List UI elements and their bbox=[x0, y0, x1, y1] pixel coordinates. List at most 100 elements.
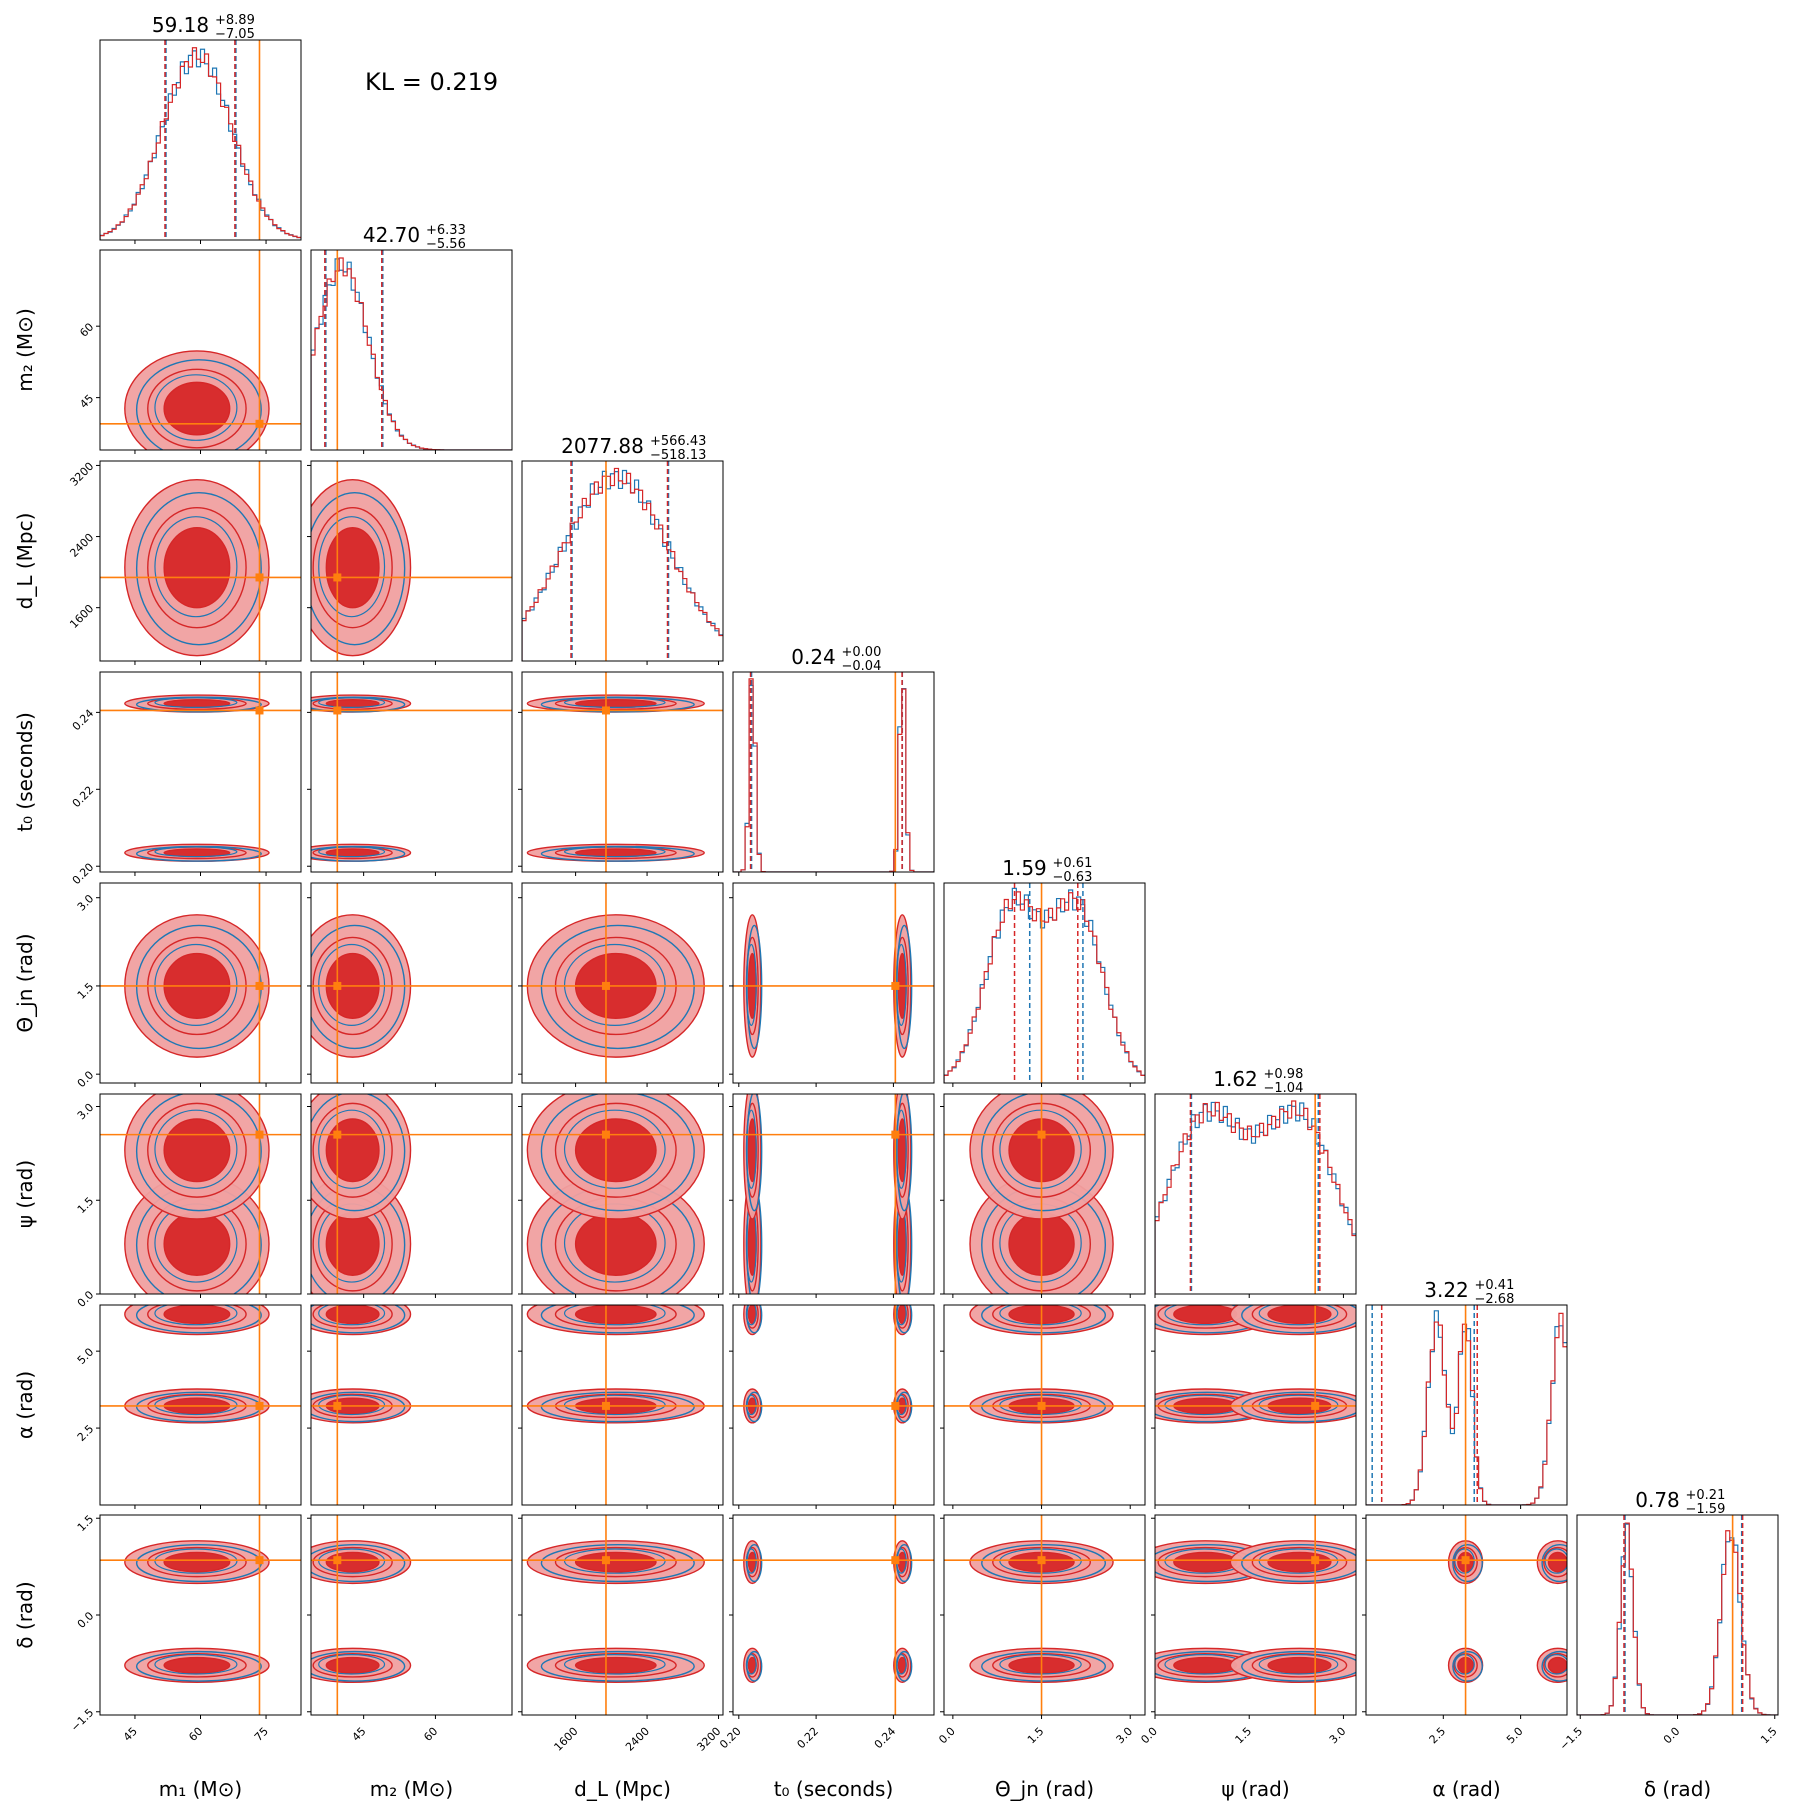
x-tick-label: 45 bbox=[350, 1725, 369, 1744]
truth-marker bbox=[333, 1556, 342, 1565]
contour-line-blue bbox=[563, 697, 666, 708]
panel-title: 42.70 bbox=[363, 223, 420, 247]
contour-fill-core bbox=[1267, 1305, 1332, 1325]
x-axis-label-alpha: α (rad) bbox=[1432, 1777, 1500, 1801]
contour-line-blue bbox=[318, 1654, 386, 1675]
panel-psi-vs-alpha bbox=[1151, 1304, 1357, 1509]
panel-frame bbox=[521, 882, 724, 1084]
title-minus-err: −518.13 bbox=[650, 448, 706, 463]
contour-line-blue bbox=[981, 1305, 1107, 1334]
contour-line-blue bbox=[154, 1548, 238, 1574]
contour-line-blue bbox=[1258, 1654, 1339, 1675]
truth-marker bbox=[333, 706, 342, 715]
panel-dL-vs-theta_jn bbox=[518, 882, 724, 1087]
title-plus-err: +0.61 bbox=[1053, 856, 1093, 871]
y-tick-label: 3.0 bbox=[75, 892, 97, 914]
contour-line-blue bbox=[745, 1394, 757, 1416]
contour-line-blue bbox=[311, 1650, 406, 1682]
contour-fill-core bbox=[574, 1305, 657, 1325]
y-tick-label: −1.5 bbox=[68, 1706, 96, 1734]
y-axis-label-dL: d_L (Mpc) bbox=[13, 513, 37, 610]
panel-t0-hist: 0.24 +0.00−0.04 bbox=[732, 645, 935, 876]
y-tick-label: 1.5 bbox=[75, 980, 97, 1002]
contour-line-blue bbox=[135, 491, 262, 646]
hist-line-red bbox=[1155, 1100, 1356, 1294]
panel-title: 59.18 bbox=[152, 13, 209, 37]
truth-marker bbox=[1311, 1556, 1320, 1565]
panel-m2-vs-dL bbox=[307, 460, 513, 665]
y-tick-label: 0.0 bbox=[75, 1609, 97, 1631]
contour-line-blue bbox=[154, 374, 238, 441]
panel-dL-vs-t0 bbox=[518, 671, 724, 876]
contour-fill-core bbox=[163, 1656, 231, 1674]
truth-marker bbox=[1311, 1401, 1320, 1410]
panel-frame bbox=[1365, 1304, 1568, 1506]
contour-fill-core bbox=[1267, 1656, 1332, 1674]
contour-line-blue bbox=[154, 697, 238, 708]
contour-line-blue bbox=[563, 943, 666, 1026]
contour-fill-core bbox=[325, 1212, 380, 1276]
panel-frame bbox=[521, 460, 724, 662]
panel-dL-vs-alpha bbox=[518, 1304, 724, 1509]
y-tick-label: 1.5 bbox=[75, 1513, 97, 1535]
contour-fill-core bbox=[163, 1551, 231, 1573]
contour-line-blue bbox=[318, 1109, 386, 1189]
contour-line-blue bbox=[563, 1394, 666, 1416]
contour-line-blue bbox=[1452, 1544, 1483, 1583]
contour-line-blue bbox=[563, 1305, 666, 1326]
y-tick-label: 0.20 bbox=[70, 861, 97, 888]
contour-fill-core bbox=[1547, 1551, 1567, 1573]
x-tick-label: 45 bbox=[121, 1725, 140, 1744]
panel-m1-vs-dL: 1600 2400 3200 bbox=[67, 460, 302, 665]
title-plus-err: +0.00 bbox=[842, 645, 882, 660]
hist-line-red bbox=[733, 678, 934, 872]
contour-line-blue bbox=[540, 1305, 695, 1334]
y-tick-label: 45 bbox=[77, 392, 96, 411]
truth-marker bbox=[601, 1130, 610, 1139]
contour-line-blue bbox=[318, 516, 386, 618]
title-minus-err: −5.56 bbox=[426, 237, 466, 252]
panel-t0-vs-alpha bbox=[729, 1304, 935, 1509]
x-axis-label-m1: m₁ (M⊙) bbox=[159, 1777, 242, 1801]
title-plus-err: +0.41 bbox=[1475, 1278, 1515, 1293]
truth-marker bbox=[333, 981, 342, 990]
truth-marker bbox=[601, 1556, 610, 1565]
hist-line-blue bbox=[100, 48, 301, 240]
contour-line-blue bbox=[563, 1654, 666, 1675]
contour-line-blue bbox=[311, 1391, 406, 1423]
contour-line-blue bbox=[154, 516, 238, 618]
y-tick-label: 3.0 bbox=[75, 1101, 97, 1123]
x-tick-label: 0.0 bbox=[1138, 1725, 1160, 1747]
x-axis-label-m2: m₂ (M⊙) bbox=[370, 1777, 453, 1801]
truth-marker bbox=[1461, 1556, 1470, 1565]
contour-line-blue bbox=[745, 1305, 757, 1326]
contour-line-blue bbox=[311, 924, 406, 1050]
panel-frame bbox=[310, 460, 513, 662]
x-axis-label-dL: d_L (Mpc) bbox=[574, 1777, 671, 1801]
contour-line-blue bbox=[318, 943, 386, 1026]
panel-theta_jn-vs-delta: 0.0 1.5 3.0 bbox=[936, 1514, 1146, 1747]
x-tick-label: 3.0 bbox=[1114, 1725, 1136, 1747]
hist-line-red bbox=[1366, 1312, 1567, 1505]
truth-marker bbox=[255, 419, 264, 428]
panel-title: 1.62 bbox=[1213, 1067, 1258, 1091]
panel-m1-vs-psi: 0.0 1.5 3.0 bbox=[75, 1093, 302, 1310]
panel-dL-vs-delta: 1600 2400 3200 bbox=[518, 1514, 724, 1754]
contour-line-blue bbox=[999, 1654, 1082, 1675]
contour-line-blue bbox=[1541, 1544, 1567, 1583]
contour-fill-core bbox=[574, 1212, 657, 1276]
contour-line-blue bbox=[999, 1548, 1082, 1574]
panel-theta_jn-vs-psi bbox=[940, 1093, 1146, 1298]
panel-frame bbox=[99, 39, 302, 241]
panel-frame bbox=[521, 1304, 724, 1506]
panel-frame bbox=[310, 249, 513, 451]
contour-fill-core bbox=[1173, 1305, 1238, 1325]
contour-line-blue bbox=[540, 924, 695, 1050]
panel-title: 1.59 bbox=[1002, 856, 1047, 880]
title-plus-err: +0.98 bbox=[1264, 1067, 1304, 1082]
y-axis-label-delta: δ (rad) bbox=[13, 1581, 37, 1648]
truth-marker bbox=[255, 1556, 264, 1565]
hist-line-blue bbox=[1155, 1101, 1356, 1294]
title-plus-err: +6.33 bbox=[426, 223, 466, 238]
contour-line-blue bbox=[154, 1394, 238, 1416]
